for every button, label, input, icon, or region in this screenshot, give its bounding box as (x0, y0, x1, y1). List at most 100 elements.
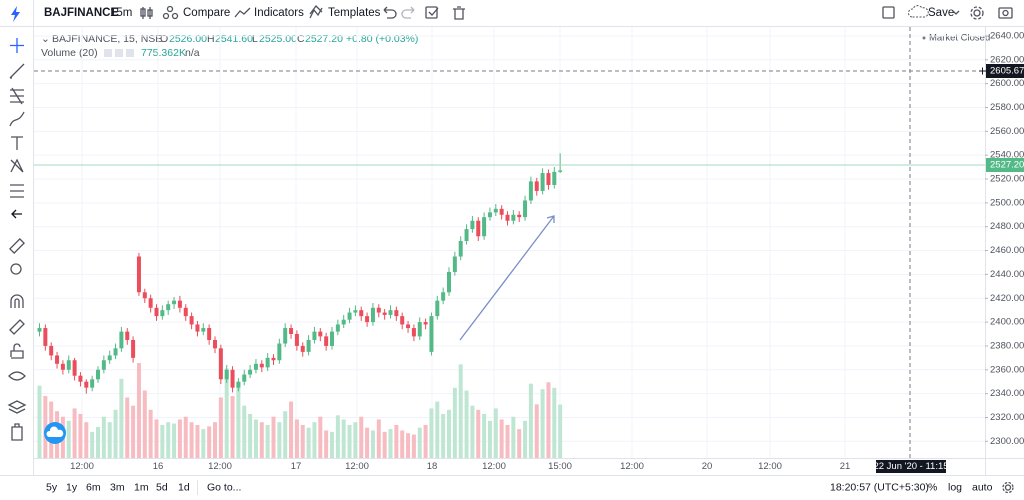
legend-h-label: H (207, 33, 215, 45)
range-button[interactable]: 5d (156, 481, 168, 493)
range-button[interactable]: 1d (178, 481, 190, 493)
watermark-logo[interactable] (44, 422, 66, 444)
collapse-tool[interactable] (11, 209, 22, 219)
volume-bar (411, 434, 416, 458)
range-buttons: 5y 1y 6m 3m 1m 5d 1d (46, 481, 190, 493)
collapse-arrow[interactable]: ⌄ (41, 33, 50, 45)
save-button[interactable]: Save (928, 7, 954, 19)
legend-button[interactable] (115, 49, 123, 57)
layers-tool[interactable] (7, 400, 27, 414)
indicators-icon[interactable] (234, 7, 251, 18)
candle-body (265, 357, 270, 368)
candle-body (101, 360, 106, 370)
redo-icon[interactable] (401, 6, 415, 19)
log-toggle[interactable]: log (948, 481, 962, 493)
y-tick-label: 2320.00 (990, 412, 1024, 423)
symbol-button[interactable]: BAJFINANCE (44, 7, 118, 19)
logo-icon[interactable] (11, 6, 20, 22)
zoom-tool[interactable] (10, 263, 22, 275)
percent-toggle[interactable]: % (928, 481, 937, 493)
volume-bar (136, 363, 141, 458)
candle-body (154, 307, 159, 317)
templates-icon[interactable] (309, 5, 323, 19)
interval-button[interactable]: 15m (110, 7, 132, 19)
volume-bar (177, 419, 182, 458)
indicators-button[interactable]: Indicators (254, 7, 304, 19)
candle-body (335, 324, 340, 332)
range-button[interactable]: 1m (134, 481, 149, 493)
range-button[interactable]: 3m (110, 481, 125, 493)
candle-body (411, 328, 416, 337)
templates-button[interactable]: Templates (328, 7, 381, 19)
compare-icon[interactable] (162, 5, 179, 20)
prediction-tool[interactable] (10, 184, 24, 198)
undo-icon[interactable] (383, 6, 397, 19)
volume-bar (493, 408, 498, 458)
volume-bar (277, 422, 282, 458)
y-tick-label: 2620.00 (990, 54, 1024, 65)
magnet-tool[interactable] (10, 294, 24, 308)
candle-body (528, 181, 533, 201)
legend-button[interactable] (104, 49, 112, 57)
ruler-tool[interactable] (9, 238, 25, 254)
volume-bar (242, 405, 247, 458)
lock-draw-tool[interactable] (9, 319, 25, 335)
fib-tool[interactable] (10, 87, 24, 105)
volume-bar (423, 424, 428, 458)
candle-body (207, 328, 212, 340)
volume-bar (230, 396, 235, 458)
trash-icon[interactable] (453, 6, 465, 20)
text-tool[interactable] (11, 136, 23, 150)
save-dropdown[interactable] (952, 10, 960, 15)
clock: 18:20:57 (UTC+5:30) (830, 481, 929, 493)
volume-bar (394, 424, 399, 458)
axis-settings-icon[interactable] (1002, 481, 1014, 494)
candle-body (201, 328, 206, 332)
x-tick-label: 12:00 (70, 461, 94, 472)
range-button[interactable]: 6m (86, 481, 101, 493)
candle-body (78, 375, 83, 382)
brush-tool[interactable] (9, 111, 25, 127)
candle-body (365, 316, 370, 323)
settings-icon[interactable] (970, 6, 984, 20)
volume-bar (96, 427, 100, 458)
volume-bar (72, 408, 77, 458)
range-button[interactable]: 1y (66, 481, 78, 493)
candle-body (517, 214, 522, 218)
remove-tool[interactable] (11, 423, 23, 441)
candle-body (476, 220, 481, 237)
legend-high: 2541.60 (215, 33, 253, 45)
visibility-tool[interactable] (8, 371, 26, 381)
candle-body (318, 331, 323, 337)
range-button[interactable]: 5y (46, 481, 58, 493)
screenshot-icon[interactable] (998, 7, 1013, 19)
volume-bar (224, 368, 229, 458)
checkbox-icon[interactable] (425, 6, 439, 19)
crosshair-plus[interactable] (979, 67, 986, 75)
fullscreen-icon[interactable] (882, 6, 895, 19)
compare-button[interactable]: Compare (183, 7, 230, 19)
candle-body (546, 173, 551, 185)
candle-body (406, 324, 411, 329)
auto-toggle[interactable]: auto (972, 481, 993, 493)
drawing-tools (7, 38, 27, 441)
trendline-tool[interactable] (9, 63, 25, 79)
candle-body (142, 292, 147, 299)
candle-body (177, 300, 182, 308)
legend-symbol: BAJFINANCE, 15, NSE (52, 33, 162, 45)
crosshair-tool[interactable] (10, 38, 24, 53)
lock-tool[interactable] (10, 343, 24, 359)
volume-bar (160, 424, 165, 458)
goto-button[interactable]: Go to... (207, 481, 241, 493)
legend-button[interactable] (126, 49, 134, 57)
y-tick-label: 2520.00 (990, 174, 1024, 185)
cloud-icon[interactable] (908, 5, 929, 18)
candle-body (189, 316, 194, 325)
y-tick-label: 2540.00 (990, 150, 1024, 161)
pattern-tool[interactable] (10, 158, 24, 173)
arrow-annotation[interactable] (459, 215, 555, 341)
volume-bar (271, 416, 276, 458)
chart-type-icon[interactable] (140, 7, 153, 19)
candle-body (470, 220, 475, 230)
volume-bar (125, 397, 130, 458)
